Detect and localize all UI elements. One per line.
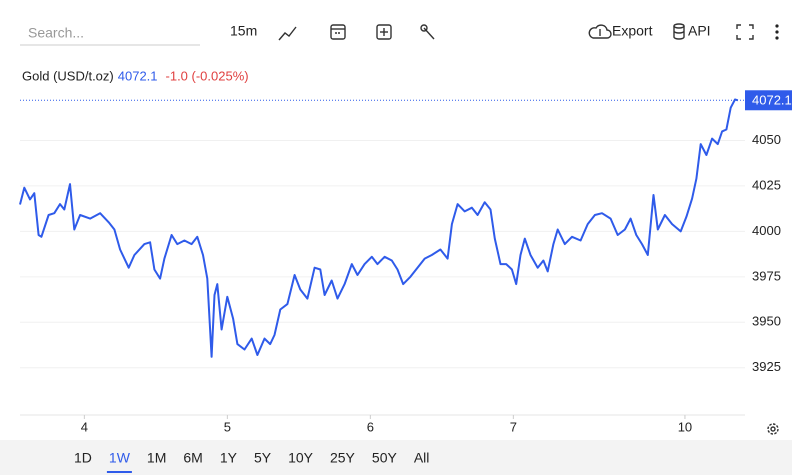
settings-icon[interactable]: [767, 423, 779, 435]
y-tick-label: 4025: [752, 177, 781, 192]
range-button[interactable]: 5Y: [254, 450, 272, 466]
x-tick-label: 6: [367, 419, 374, 434]
x-tick-label: 5: [224, 419, 231, 434]
last-price: 4072.1: [118, 68, 158, 83]
y-tick-label: 3925: [752, 359, 781, 374]
range-button[interactable]: 1Y: [220, 450, 238, 466]
range-bar: [0, 440, 792, 475]
calendar-icon[interactable]: [330, 24, 346, 40]
range-button[interactable]: All: [414, 450, 430, 466]
last-price-tag-label: 4072.1: [752, 93, 792, 108]
range-button[interactable]: 25Y: [330, 450, 356, 466]
y-tick-label: 3975: [752, 268, 781, 283]
x-tick-label: 7: [510, 419, 517, 434]
x-tick-label: 10: [678, 419, 692, 434]
range-button[interactable]: 1D: [74, 450, 92, 466]
menu-icon[interactable]: [775, 24, 779, 40]
tools-icon[interactable]: [420, 24, 435, 40]
api-label: API: [688, 23, 711, 39]
x-tick-label: 4: [81, 419, 88, 434]
range-button[interactable]: 6M: [183, 450, 202, 466]
add-indicator-icon[interactable]: [376, 24, 392, 40]
interval-button[interactable]: 15m: [230, 23, 257, 39]
price-line: [19, 98, 739, 358]
price-change: -1.0 (-0.025%): [166, 68, 249, 83]
range-button[interactable]: 50Y: [372, 450, 398, 466]
y-tick-label: 3950: [752, 314, 781, 329]
range-button[interactable]: 1W: [109, 450, 131, 466]
y-tick-label: 4050: [752, 132, 781, 147]
fullscreen-icon[interactable]: [736, 24, 754, 40]
instrument-name: Gold (USD/t.oz): [22, 68, 114, 83]
range-button[interactable]: 10Y: [288, 450, 314, 466]
range-button[interactable]: 1M: [147, 450, 166, 466]
export-label: Export: [612, 23, 653, 39]
search-input[interactable]: Search...: [28, 25, 84, 41]
last-price-tag: [745, 90, 792, 111]
export-button[interactable]: Export: [588, 23, 653, 39]
y-tick-label: 4000: [752, 223, 781, 238]
chart-type-icon[interactable]: [278, 26, 297, 41]
api-button[interactable]: API: [673, 23, 711, 40]
